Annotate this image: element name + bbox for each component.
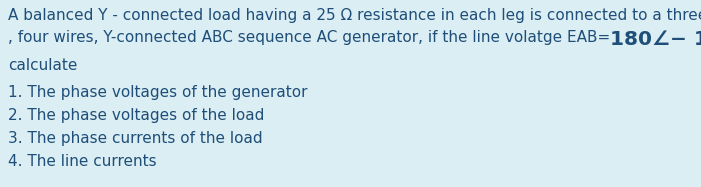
Text: 4. The line currents: 4. The line currents	[8, 154, 156, 169]
Text: 180∠− 10° v,: 180∠− 10° v,	[611, 30, 701, 49]
Text: 2. The phase voltages of the load: 2. The phase voltages of the load	[8, 108, 264, 123]
Text: A balanced Y - connected load having a 25 Ω resistance in each leg is connected : A balanced Y - connected load having a 2…	[8, 8, 701, 23]
Text: , four wires, Y-connected ABC sequence AC generator, if the line volatge EAB=: , four wires, Y-connected ABC sequence A…	[8, 30, 611, 45]
Text: calculate: calculate	[8, 58, 77, 73]
Text: 1. The phase voltages of the generator: 1. The phase voltages of the generator	[8, 85, 308, 100]
Text: 3. The phase currents of the load: 3. The phase currents of the load	[8, 131, 263, 146]
